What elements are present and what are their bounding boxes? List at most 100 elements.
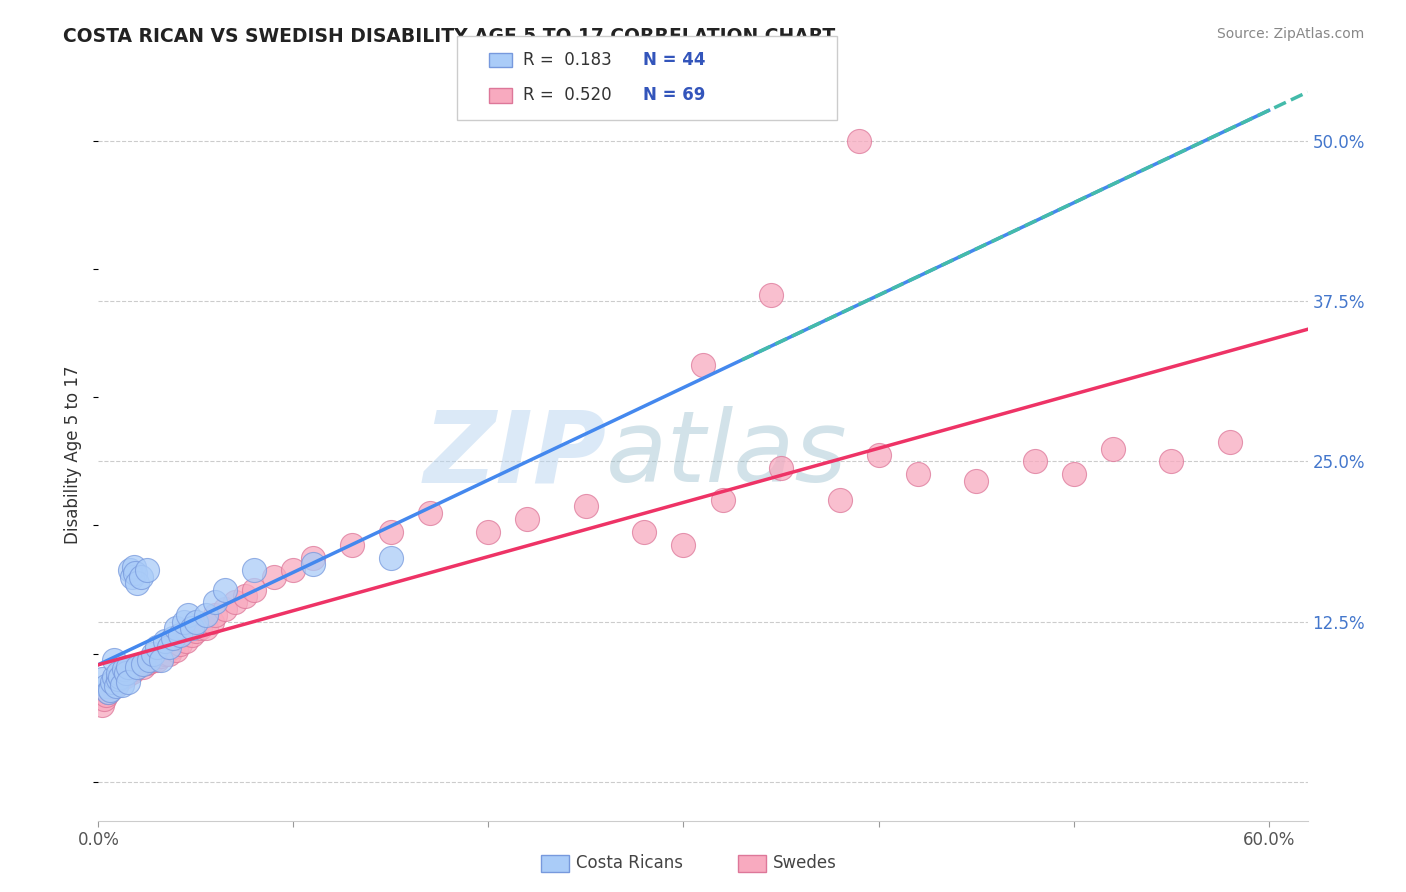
Point	[965, 474, 987, 488]
Point	[1160, 454, 1182, 468]
Point	[194, 621, 217, 635]
Point	[1101, 442, 1123, 456]
Point	[138, 653, 160, 667]
Point	[124, 659, 146, 673]
Point	[96, 679, 118, 693]
Point	[380, 550, 402, 565]
Point	[692, 358, 714, 372]
Point	[142, 647, 165, 661]
Point	[233, 589, 256, 603]
Point	[1063, 467, 1085, 482]
Point	[101, 675, 124, 690]
Point	[204, 595, 226, 609]
Point	[108, 670, 131, 684]
Point	[118, 662, 141, 676]
Point	[173, 615, 195, 629]
Point	[214, 602, 236, 616]
Point	[117, 662, 139, 676]
Point	[243, 582, 266, 597]
Point	[263, 570, 285, 584]
Point	[243, 563, 266, 577]
Point	[117, 675, 139, 690]
Text: COSTA RICAN VS SWEDISH DISABILITY AGE 5 TO 17 CORRELATION CHART: COSTA RICAN VS SWEDISH DISABILITY AGE 5 …	[63, 27, 835, 45]
Point	[98, 682, 121, 697]
Point	[633, 524, 655, 539]
Point	[165, 621, 187, 635]
Point	[107, 666, 129, 681]
Text: R =  0.520: R = 0.520	[523, 87, 612, 104]
Point	[174, 634, 197, 648]
Point	[157, 647, 180, 661]
Point	[162, 632, 184, 646]
Point	[131, 657, 153, 671]
Point	[96, 688, 118, 702]
Point	[177, 608, 200, 623]
Point	[146, 653, 169, 667]
Point	[107, 673, 129, 687]
Point	[97, 685, 120, 699]
Point	[169, 627, 191, 641]
Point	[114, 666, 136, 681]
Text: Source: ZipAtlas.com: Source: ZipAtlas.com	[1216, 27, 1364, 41]
Point	[118, 563, 141, 577]
Point	[153, 634, 176, 648]
Point	[117, 666, 139, 681]
Point	[868, 448, 890, 462]
Point	[477, 524, 499, 539]
Point	[761, 287, 783, 301]
Point	[181, 621, 204, 635]
Point	[138, 655, 160, 669]
Point	[117, 659, 139, 673]
Point	[121, 570, 143, 584]
Point	[169, 636, 191, 650]
Point	[283, 563, 305, 577]
Point	[162, 640, 184, 655]
Point	[711, 492, 734, 507]
Point	[111, 678, 134, 692]
Point	[91, 673, 114, 687]
Point	[124, 566, 146, 580]
Text: atlas: atlas	[606, 407, 848, 503]
Point	[1024, 454, 1046, 468]
Point	[419, 506, 441, 520]
Point	[111, 670, 134, 684]
Point	[132, 659, 155, 673]
Point	[200, 615, 222, 629]
Point	[184, 624, 207, 638]
Point	[769, 460, 792, 475]
Point	[302, 550, 325, 565]
Point	[122, 559, 145, 574]
Point	[575, 500, 598, 514]
Point	[98, 682, 121, 697]
Point	[165, 643, 187, 657]
Point	[516, 512, 538, 526]
Point	[121, 665, 143, 679]
Text: N = 44: N = 44	[643, 51, 704, 69]
Point	[108, 673, 131, 687]
Point	[114, 668, 136, 682]
Point	[97, 685, 120, 699]
Point	[131, 570, 153, 584]
Point	[302, 557, 325, 571]
Point	[91, 698, 114, 713]
Point	[149, 653, 172, 667]
Point	[127, 659, 149, 673]
Point	[188, 621, 211, 635]
Point	[101, 679, 124, 693]
Text: Swedes: Swedes	[773, 855, 837, 872]
Point	[103, 679, 125, 693]
Point	[214, 582, 236, 597]
Text: N = 69: N = 69	[643, 87, 704, 104]
Point	[1219, 435, 1241, 450]
Point	[104, 675, 127, 690]
Point	[340, 538, 363, 552]
Point	[107, 675, 129, 690]
Text: ZIP: ZIP	[423, 407, 606, 503]
Point	[194, 608, 217, 623]
Y-axis label: Disability Age 5 to 17: Disability Age 5 to 17	[65, 366, 83, 544]
Point	[184, 615, 207, 629]
Point	[112, 666, 135, 681]
Point	[127, 576, 149, 591]
Text: R =  0.183: R = 0.183	[523, 51, 612, 69]
Point	[146, 640, 169, 655]
